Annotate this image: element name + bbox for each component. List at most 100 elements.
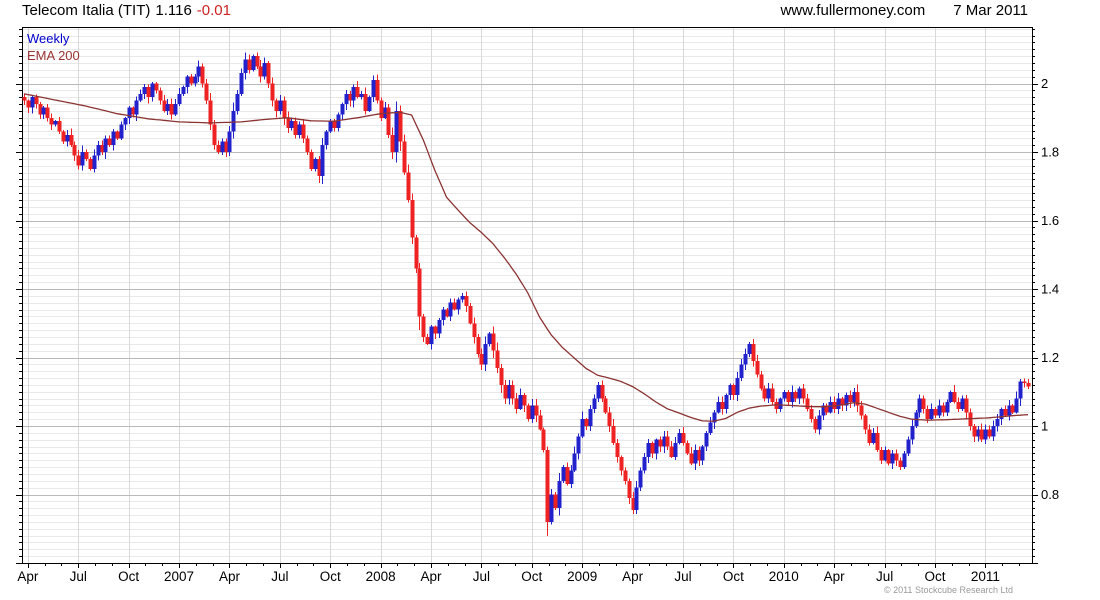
candle-body [402, 141, 407, 173]
candle-body [445, 309, 450, 317]
candle-body [964, 398, 969, 413]
candle-body [464, 295, 469, 307]
candle-body [937, 405, 942, 416]
candle-body [541, 429, 546, 450]
candle-body [452, 302, 457, 310]
candle-body [945, 402, 950, 413]
candle-body [433, 326, 438, 334]
x-axis-label: Jul [674, 569, 691, 584]
candle-body [731, 384, 736, 396]
candle-body [456, 299, 461, 310]
candle-body [34, 97, 39, 105]
candle-body [270, 83, 275, 101]
x-axis-label: 2011 [971, 569, 1000, 584]
candle-body [146, 86, 151, 98]
candle-body [526, 405, 531, 420]
candle-body [728, 384, 733, 396]
candle-body [61, 131, 66, 142]
candle-body [786, 391, 791, 403]
candle-body [685, 443, 690, 454]
candle-body [289, 121, 294, 129]
candle-body [576, 436, 581, 454]
candle-body [394, 110, 399, 153]
candle-body [425, 336, 430, 344]
candle-body [588, 408, 593, 427]
candle-body [460, 295, 465, 300]
x-axis-label: Apr [17, 569, 39, 584]
candle-body [766, 388, 771, 399]
candle-body [332, 121, 337, 129]
candle-body [414, 237, 419, 269]
candle-body [813, 419, 818, 430]
candle-body [154, 83, 159, 91]
candle-body [631, 497, 636, 510]
candle-body [883, 449, 888, 461]
candle-body [216, 145, 221, 153]
candle-body [41, 107, 46, 115]
candle-body [278, 100, 283, 111]
candle-body [592, 398, 597, 409]
candle-body [375, 80, 380, 101]
candle-body [324, 131, 329, 146]
x-axis-label: 2009 [567, 569, 597, 584]
candle-body [638, 470, 643, 488]
candle-body [69, 134, 74, 146]
candle-body [603, 398, 608, 413]
candle-body [301, 124, 306, 139]
candle-body [999, 408, 1004, 420]
candle-body [665, 436, 670, 447]
candle-body [894, 453, 899, 461]
candle-body [417, 268, 422, 317]
y-axis-label: 1.2 [1041, 350, 1059, 365]
candle-body [421, 316, 426, 337]
candle-body [991, 426, 996, 437]
candle-body [565, 467, 570, 485]
candle-body [441, 309, 446, 320]
candle-body [646, 443, 651, 457]
candle-body [634, 487, 639, 510]
candle-body [88, 158, 93, 170]
candle-body [677, 432, 682, 444]
candle-body [351, 86, 356, 101]
candle-body [96, 145, 101, 156]
candle-body [770, 388, 775, 403]
candle-body [759, 374, 764, 389]
copyright-notice: © 2011 Stockcube Research Ltd [883, 585, 1013, 595]
candle-body [596, 384, 601, 399]
candle-body [708, 422, 713, 433]
candle-body [863, 415, 868, 430]
price-change: -0.01 [196, 2, 231, 19]
candle-body [262, 62, 267, 77]
candle-body [328, 121, 333, 132]
candle-body [208, 100, 213, 125]
candle-body [580, 419, 585, 437]
candle-body [642, 456, 647, 471]
candle-body [805, 398, 810, 409]
candle-body [80, 152, 85, 166]
candle-body [712, 412, 717, 423]
website-link[interactable]: www.fullermoney.com [780, 2, 926, 19]
candle-body [45, 107, 50, 118]
candle-body [987, 429, 992, 437]
candle-body [697, 449, 702, 461]
candle-body [76, 155, 81, 166]
candle-body [929, 408, 934, 420]
candle-body [499, 367, 504, 385]
candle-body [103, 138, 108, 153]
x-axis-label: Jul [473, 569, 490, 584]
candle-body [131, 107, 136, 115]
candle-body [530, 405, 535, 420]
candle-body [251, 56, 256, 70]
candle-body [224, 141, 229, 153]
candle-body [650, 443, 655, 454]
candle-body [406, 172, 411, 200]
candle-body [933, 408, 938, 416]
x-axis-label: Jul [70, 569, 87, 584]
candle-body [100, 145, 105, 153]
candle-body [390, 134, 395, 153]
candle-body [84, 152, 89, 159]
candle-body [871, 432, 876, 444]
candle-body [313, 158, 318, 170]
candle-body [258, 66, 263, 77]
